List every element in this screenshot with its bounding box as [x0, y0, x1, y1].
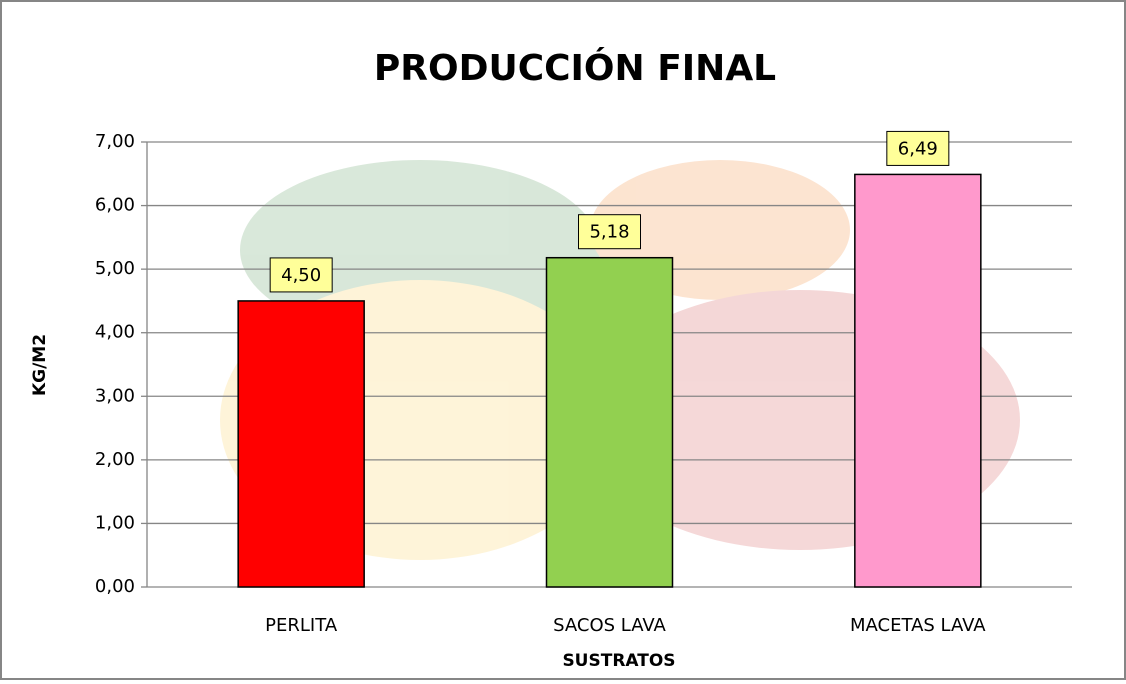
y-axis-label: KG/M2 [30, 334, 50, 396]
chart-title: PRODUCCIÓN FINAL [374, 47, 776, 89]
x-axis-label: SUSTRATOS [562, 651, 675, 671]
bar [855, 174, 981, 587]
y-tick-label: 2,00 [95, 449, 135, 470]
y-tick-label: 5,00 [95, 258, 135, 279]
value-label: 5,18 [589, 222, 629, 243]
chart: PRODUCCIÓN FINAL KG/M2 SUSTRATOS 0,00 1,0… [0, 0, 1126, 680]
value-label: 6,49 [898, 138, 938, 159]
bar [547, 258, 673, 587]
y-tick-label: 6,00 [95, 195, 135, 216]
bar [238, 301, 364, 587]
y-tick-label: 3,00 [95, 385, 135, 406]
y-tick-label: 0,00 [95, 576, 135, 597]
x-tick-label: PERLITA [265, 615, 338, 636]
x-tick-label: MACETAS LAVA [850, 615, 986, 636]
y-tick-label: 1,00 [95, 512, 135, 533]
value-label: 4,50 [281, 265, 321, 286]
x-tick-label: SACOS LAVA [553, 615, 666, 636]
y-tick-label: 7,00 [95, 131, 135, 152]
y-tick-label: 4,00 [95, 322, 135, 343]
